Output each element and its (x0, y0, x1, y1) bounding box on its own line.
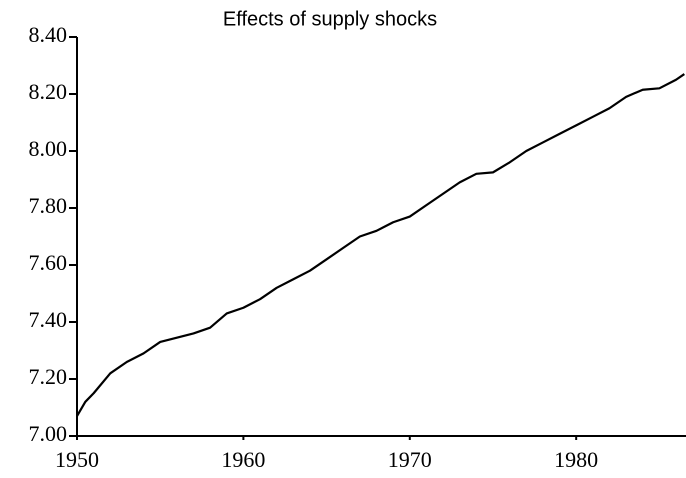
y-tick-label: 8.20 (29, 79, 68, 104)
line-series (76, 73, 685, 417)
y-tick-label: 8.40 (29, 22, 68, 47)
y-tick-label: 7.40 (29, 307, 68, 332)
x-tick-label: 1970 (388, 447, 432, 472)
y-tick-label: 7.20 (29, 364, 68, 389)
y-tick-label: 7.60 (29, 250, 68, 275)
y-tick-label: 8.00 (29, 136, 68, 161)
x-tick-label: 1950 (55, 447, 99, 472)
y-tick-label: 7.00 (29, 421, 68, 446)
chart-title: Effects of supply shocks (223, 8, 437, 30)
x-tick-label: 1980 (554, 447, 598, 472)
x-tick-label: 1960 (221, 447, 265, 472)
y-tick-label: 7.80 (29, 193, 68, 218)
